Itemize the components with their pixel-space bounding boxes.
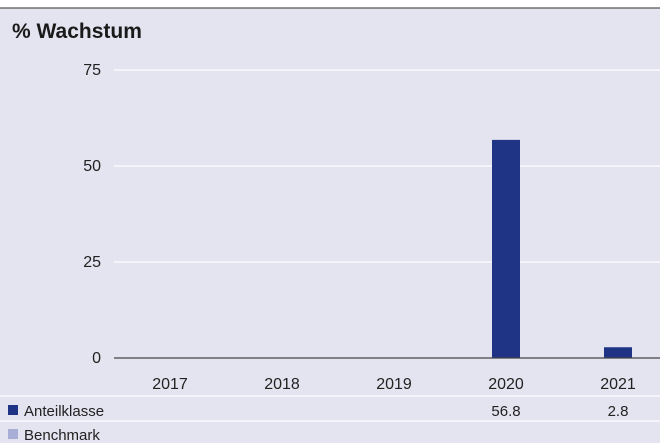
y-tick-label: 75 xyxy=(83,62,101,79)
x-tick-label: 2020 xyxy=(488,376,524,393)
x-tick-label: 2021 xyxy=(600,376,636,393)
bar-anteilklasse-2021 xyxy=(604,347,632,358)
bars xyxy=(492,139,632,358)
legend-value: 56.8 xyxy=(491,403,520,420)
y-axis-ticks: 0 25 50 75 xyxy=(83,62,101,367)
y-tick-label: 25 xyxy=(83,254,101,271)
y-tick-label: 0 xyxy=(92,350,101,367)
legend-swatch-anteilklasse xyxy=(8,405,18,415)
chart-background xyxy=(0,8,660,443)
legend-table: Anteilklasse 56.8 2.8 Benchmark xyxy=(0,395,660,443)
legend-swatch-benchmark xyxy=(8,429,18,439)
x-tick-label: 2019 xyxy=(376,376,412,393)
y-tick-label: 50 xyxy=(83,158,101,175)
gridlines xyxy=(114,69,660,263)
legend-label-anteilklasse: Anteilklasse xyxy=(24,403,104,420)
legend-label-benchmark: Benchmark xyxy=(24,427,100,443)
chart-title: % Wachstum xyxy=(12,20,142,43)
bar-anteilklasse-2020 xyxy=(492,139,520,358)
legend-value: 2.8 xyxy=(608,403,629,420)
x-tick-label: 2017 xyxy=(152,376,188,393)
x-tick-label: 2018 xyxy=(264,376,300,393)
x-axis-ticks: 2017 2018 2019 2020 2021 xyxy=(152,376,636,393)
